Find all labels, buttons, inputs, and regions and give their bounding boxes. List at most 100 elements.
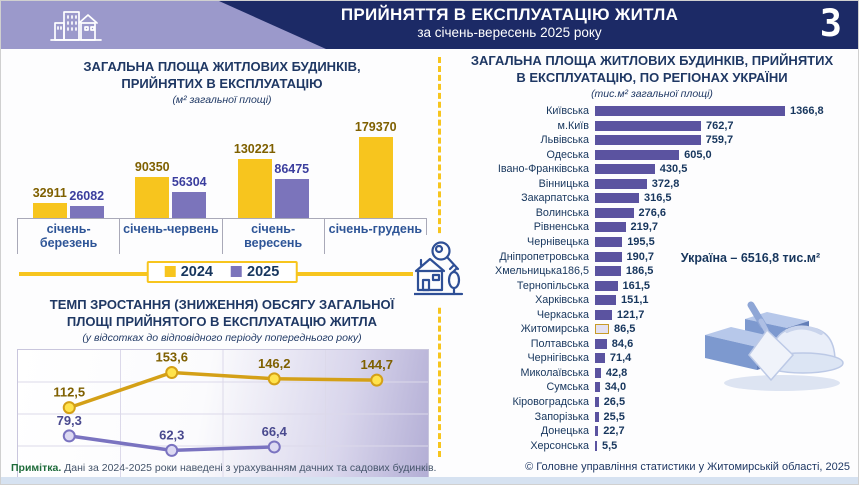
bar-value-label: 86475 xyxy=(274,161,310,176)
bar-2024 xyxy=(237,158,272,218)
region-row: м.Київ 762,7 xyxy=(449,118,855,133)
region-bar xyxy=(595,411,599,422)
region-name: Хмельницька186,5 xyxy=(495,265,589,278)
region-row: Кіровоградська 26,5 xyxy=(449,395,855,410)
region-value: 1366,8 xyxy=(790,105,824,118)
region-row: Херсонська 5,5 xyxy=(449,438,855,453)
region-name: Херсонська xyxy=(530,439,589,452)
bar-2025 xyxy=(172,192,207,218)
region-name: Івано-Франківська xyxy=(497,163,589,176)
bar-chart-subtitle: (м² загальної площі) xyxy=(172,93,272,106)
region-bar xyxy=(595,280,618,291)
legend: 2024 2025 xyxy=(9,260,435,288)
region-name: Львівська xyxy=(540,134,589,147)
region-value: 86,5 xyxy=(614,323,636,336)
bar-2025 xyxy=(274,178,309,218)
region-bar xyxy=(595,149,680,160)
region-bar xyxy=(595,353,605,364)
region-value: 372,8 xyxy=(651,177,680,190)
footnote: Примітка. Дані за 2024-2025 роки наведен… xyxy=(11,462,436,474)
data-point xyxy=(165,365,179,379)
bar-value-label: 32911 xyxy=(32,185,67,200)
region-bar xyxy=(595,382,600,393)
line-chart-title: ТЕМП ЗРОСТАННЯ (ЗНИЖЕННЯ) ОБСЯГУ ЗАГАЛЬН… xyxy=(49,296,395,329)
data-point xyxy=(267,371,281,385)
bar-value-label: 130221 xyxy=(233,141,276,156)
legend-label: 2025 xyxy=(247,263,280,280)
page-subtitle: за січень-вересень 2025 року xyxy=(417,25,602,41)
region-name: Рівненська xyxy=(533,221,589,234)
region-name: м.Київ xyxy=(557,119,589,132)
region-name: Харківська xyxy=(535,294,589,307)
region-name: Запорізька xyxy=(534,410,589,423)
region-name: Житомирська xyxy=(520,323,589,336)
bottom-strip xyxy=(1,477,858,484)
region-bar xyxy=(595,440,597,451)
region-row: Івано-Франківська 430,5 xyxy=(449,162,855,177)
region-row: Черкаська 121,7 xyxy=(449,307,855,322)
region-value: 151,1 xyxy=(621,294,649,307)
bar-2024 xyxy=(358,136,393,218)
region-value: 25,5 xyxy=(603,410,625,423)
region-value: 22,7 xyxy=(603,425,625,438)
bar-chart-plot: 32911 26082 90350 56304 130221 86475 179370 xyxy=(17,120,428,219)
region-name: Чернігівська xyxy=(527,352,589,365)
region-bar xyxy=(595,338,607,349)
region-row: Житомирська 86,5 xyxy=(449,322,855,337)
region-value: 276,6 xyxy=(638,206,667,219)
region-bar xyxy=(595,178,647,189)
region-row: Тернопільська 161,5 xyxy=(449,278,855,293)
header: ПРИЙНЯТТЯ В ЕКСПЛУАТАЦІЮ ЖИТЛА за січень… xyxy=(1,1,858,49)
bar-group: 179370 xyxy=(325,120,428,218)
regions-rows: Київська 1366,8 м.Київ 762,7 Львівська 759,7 О… xyxy=(449,104,855,453)
region-value: 605,0 xyxy=(684,148,712,161)
region-name: Чернівецька xyxy=(527,235,589,248)
region-name: Волинська xyxy=(535,206,589,219)
region-bar xyxy=(595,135,701,146)
data-point-label: 112,5 xyxy=(53,384,85,399)
total-area-bar-chart: ЗАГАЛЬНА ПЛОЩА ЖИТЛОВИХ БУДИНКІВ, ПРИЙНЯ… xyxy=(9,59,435,288)
data-point xyxy=(62,400,76,414)
region-name: Вінницька xyxy=(538,177,589,190)
region-value: 430,5 xyxy=(659,163,688,176)
x-axis-label: січень-березень xyxy=(18,218,121,254)
region-bar xyxy=(595,251,622,262)
region-bar xyxy=(595,309,612,320)
region-row: Запорізька 25,5 xyxy=(449,409,855,424)
bar-2024 xyxy=(135,176,170,218)
region-bar xyxy=(595,396,599,407)
region-row: Рівненська 219,7 xyxy=(449,220,855,235)
region-bar xyxy=(595,266,621,277)
region-row: Чернігівська 71,4 xyxy=(449,351,855,366)
data-point-label: 66,4 xyxy=(262,424,288,439)
region-value: 26,5 xyxy=(603,395,626,408)
data-point xyxy=(165,443,179,457)
region-row: Дніпропетровська 190,7 xyxy=(449,249,855,264)
region-name: Кіровоградська xyxy=(512,395,589,408)
bar-value-label: 56304 xyxy=(171,175,207,190)
bar-group: 90350 56304 xyxy=(120,130,223,218)
region-row: Чернівецька 195,5 xyxy=(449,235,855,250)
bar-column: 86475 xyxy=(274,130,310,218)
line-series-2024 xyxy=(68,370,377,409)
region-row: Донецька 22,7 xyxy=(449,424,855,439)
x-axis-label: січень-грудень xyxy=(328,221,423,236)
region-value: 759,7 xyxy=(705,134,734,147)
bar-value-label: 90350 xyxy=(134,159,170,174)
region-name: Тернопільська xyxy=(516,279,589,292)
x-axis-label: січень-вересень xyxy=(223,218,325,254)
region-row: Хмельницька186,5 186,5 xyxy=(449,264,855,279)
region-name: Дніпропетровська xyxy=(499,250,589,263)
legend-label: 2024 xyxy=(180,263,213,280)
data-point xyxy=(370,373,384,387)
region-value: 762,7 xyxy=(706,119,734,132)
bar-column: 32911 xyxy=(33,130,67,218)
legend-item-2025: 2025 xyxy=(231,264,279,280)
region-value: 316,5 xyxy=(644,192,672,205)
left-panel: ЗАГАЛЬНА ПЛОЩА ЖИТЛОВИХ БУДИНКІВ, ПРИЙНЯ… xyxy=(9,51,435,484)
bar-2025 xyxy=(69,205,104,218)
legend-item-2024: 2024 xyxy=(164,263,213,280)
legend-swatch xyxy=(164,266,176,278)
regions-chart-title: ЗАГАЛЬНА ПЛОЩА ЖИТЛОВИХ БУДИНКІВ, ПРИЙНЯ… xyxy=(470,53,834,85)
